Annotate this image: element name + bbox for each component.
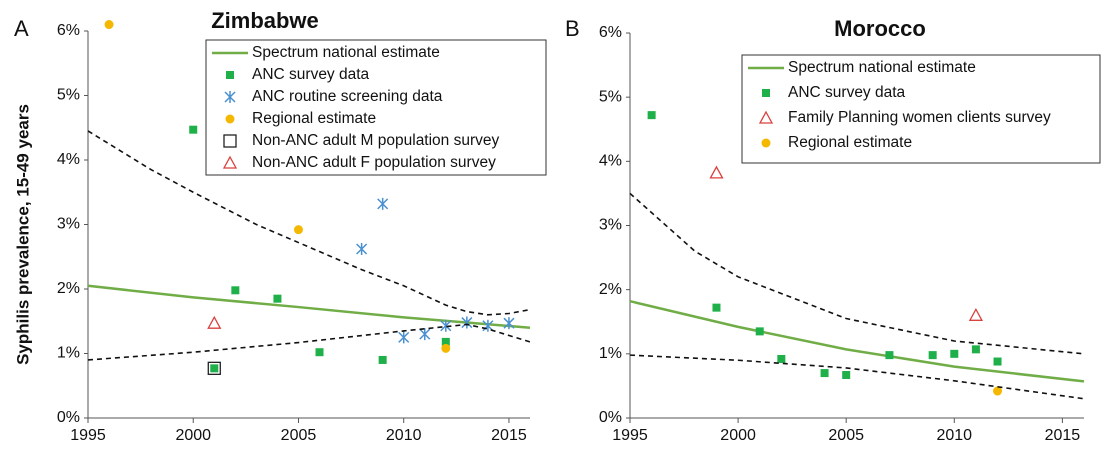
legend-label: ANC survey data — [788, 84, 906, 101]
legend-label: Family Planning women clients survey — [788, 109, 1051, 126]
square-marker — [226, 71, 234, 79]
legend-label: Regional estimate — [788, 134, 912, 151]
square-marker — [971, 345, 980, 354]
square-marker — [820, 369, 829, 378]
square-marker — [647, 111, 656, 120]
x-tick-label: 2010 — [386, 427, 422, 444]
panel-label: A — [14, 16, 29, 41]
square-marker — [928, 351, 937, 360]
bound-line — [629, 354, 1085, 400]
x-tick-label: 2010 — [936, 427, 972, 444]
y-tick-label: 3% — [57, 216, 80, 233]
asterisk-marker — [419, 328, 431, 341]
square-marker — [378, 355, 387, 364]
open-square-marker — [223, 134, 237, 148]
square-marker — [210, 364, 219, 373]
square-marker — [315, 348, 324, 357]
x-tick-label: 2000 — [175, 427, 211, 444]
open-triangle-marker — [207, 315, 222, 329]
circle-marker — [441, 343, 451, 353]
y-tick-label: 2% — [599, 281, 622, 298]
open-triangle-marker — [968, 307, 983, 321]
y-tick-label: 0% — [57, 409, 80, 426]
y-tick-label: 3% — [599, 217, 622, 234]
legend-box — [741, 54, 1101, 164]
chart-title: Zimbabwe — [211, 8, 319, 33]
y-tick-label: 1% — [599, 345, 622, 362]
asterisk-marker — [461, 316, 473, 329]
square-marker — [762, 89, 770, 97]
estimate-line — [87, 284, 531, 329]
y-tick-label: 6% — [599, 24, 622, 41]
y-tick-label: 0% — [599, 409, 622, 426]
square-marker — [441, 337, 450, 346]
bound-line — [87, 130, 531, 316]
estimate-line — [629, 300, 1085, 383]
y-tick-label: 6% — [57, 22, 80, 39]
circle-marker — [293, 225, 303, 235]
x-tick-label: 1995 — [70, 427, 106, 444]
y-tick-label: 4% — [599, 153, 622, 170]
circle-marker — [225, 114, 235, 124]
panel-label: B — [565, 16, 580, 41]
x-tick-label: 2015 — [1045, 427, 1081, 444]
y-tick-label: 2% — [57, 280, 80, 297]
square-marker — [777, 354, 786, 363]
circle-marker — [761, 138, 771, 148]
asterisk-marker — [482, 319, 494, 332]
legend-label: Spectrum national estimate — [788, 59, 976, 76]
y-tick-label: 1% — [57, 345, 80, 362]
square-marker — [273, 294, 282, 303]
square-marker — [885, 351, 894, 360]
square-marker — [189, 125, 198, 134]
square-marker — [712, 303, 721, 312]
bound-line — [87, 323, 531, 361]
open-square-marker — [207, 361, 221, 375]
asterisk-marker — [398, 331, 410, 344]
asterisk-marker — [224, 91, 236, 103]
y-tick-label: 4% — [57, 151, 80, 168]
asterisk-marker — [503, 317, 515, 330]
asterisk-marker — [440, 319, 452, 332]
asterisk-marker — [377, 197, 389, 210]
square-marker — [755, 327, 764, 336]
x-tick-label: 2005 — [281, 427, 317, 444]
open-triangle-marker — [758, 110, 774, 124]
legend-label: Spectrum national estimate — [252, 44, 440, 61]
legend-box — [205, 39, 547, 176]
open-triangle-marker — [222, 155, 238, 169]
x-tick-label: 2015 — [491, 427, 527, 444]
bound-line — [629, 192, 1085, 355]
circle-marker — [104, 20, 114, 30]
legend-label: Non-ANC adult F population survey — [252, 154, 496, 171]
chart-title: Morocco — [834, 16, 926, 41]
square-marker — [842, 371, 851, 380]
asterisk-marker — [356, 243, 368, 256]
y-tick-label: 5% — [599, 88, 622, 105]
x-tick-label: 2005 — [828, 427, 864, 444]
y-axis-label: Syphilis prevalence, 15-49 years — [13, 104, 32, 365]
legend-label: Non-ANC adult M population survey — [252, 132, 500, 149]
square-marker — [950, 349, 959, 358]
y-tick-label: 5% — [57, 87, 80, 104]
square-marker — [231, 286, 240, 295]
open-triangle-marker — [709, 165, 724, 179]
legend-label: ANC survey data — [252, 66, 370, 83]
x-tick-label: 2000 — [720, 427, 756, 444]
legend-label: ANC routine screening data — [252, 88, 443, 105]
circle-marker — [993, 386, 1003, 396]
x-tick-label: 1995 — [612, 427, 648, 444]
square-marker — [993, 357, 1002, 366]
legend-label: Regional estimate — [252, 110, 376, 127]
